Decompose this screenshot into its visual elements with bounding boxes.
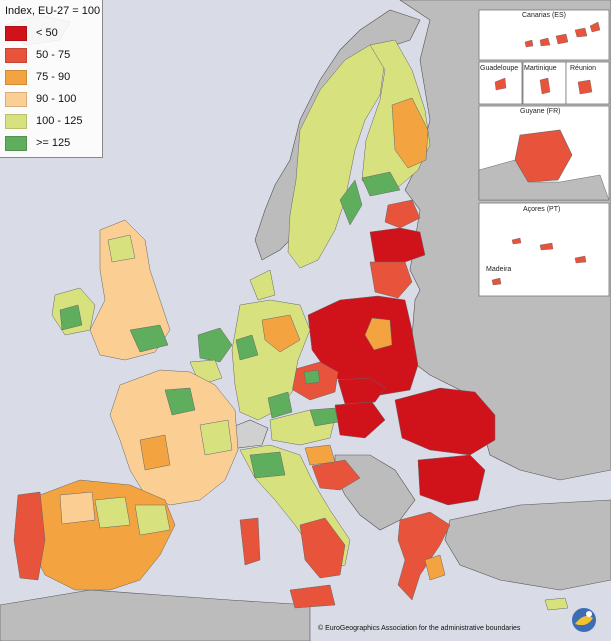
region-sicily xyxy=(289,584,336,609)
region-stockholm xyxy=(339,179,363,226)
inset-label-guadeloupe: Guadeloupe xyxy=(480,65,519,72)
region-helsinki xyxy=(361,171,401,197)
legend-row-90-100: 90 - 100 xyxy=(5,88,102,110)
region-greece xyxy=(397,511,451,601)
region-lombardia xyxy=(249,451,286,479)
region-rhone-alpes xyxy=(199,419,233,456)
region-hamburg xyxy=(235,334,259,361)
region-romania xyxy=(394,387,496,456)
region-warsaw xyxy=(364,317,393,351)
region-finland-east xyxy=(391,97,429,169)
legend: Index, EU-27 = 100 < 50 50 - 75 75 - 90 … xyxy=(0,0,103,158)
region-london xyxy=(129,324,169,353)
legend-label: 50 - 75 xyxy=(36,49,71,61)
region-madrid xyxy=(94,496,131,529)
inset-label-canarias: Canarias (ES) xyxy=(522,12,566,19)
region-germany-east xyxy=(261,314,301,353)
region-france xyxy=(109,369,239,506)
legend-row-75-90: 75 - 90 xyxy=(5,66,102,88)
region-sardinia xyxy=(239,517,261,566)
region-latvia xyxy=(369,227,426,263)
legend-swatch xyxy=(5,25,27,41)
legend-row-ge125: >= 125 xyxy=(5,132,102,154)
region-bulgaria xyxy=(417,454,486,506)
inset-label-madeira: Madeira xyxy=(486,266,512,273)
region-hungary xyxy=(334,401,386,439)
region-denmark xyxy=(249,269,276,301)
inset-label-martinique: Martinique xyxy=(524,65,557,72)
eu-regions xyxy=(13,39,569,611)
inset-frames xyxy=(478,9,610,297)
legend-title: Index, EU-27 = 100 xyxy=(5,5,101,17)
region-cyprus xyxy=(544,597,569,611)
region-italy-south xyxy=(299,517,346,579)
region-croatia xyxy=(311,459,361,491)
legend-swatch xyxy=(5,69,27,85)
legend-swatch xyxy=(5,113,27,129)
legend-swatch xyxy=(5,91,27,107)
legend-row-50-75: 50 - 75 xyxy=(5,44,102,66)
region-castilla-leon xyxy=(59,491,96,525)
region-sweden xyxy=(287,44,386,269)
legend-row-100-125: 100 - 125 xyxy=(5,110,102,132)
region-catalonia xyxy=(134,504,171,536)
inset-label-guyane: Guyane (FR) xyxy=(520,108,561,115)
inset-label-acores: Açores (PT) xyxy=(523,206,561,213)
legend-swatch xyxy=(5,135,27,151)
region-vienna xyxy=(309,407,339,427)
region-attica xyxy=(424,554,446,581)
region-aquitaine xyxy=(139,434,171,471)
legend-label: < 50 xyxy=(36,27,58,39)
region-dublin xyxy=(59,304,83,331)
region-estonia xyxy=(384,199,421,229)
region-lithuania xyxy=(369,261,413,299)
legend-label: >= 125 xyxy=(36,137,71,149)
region-netherlands xyxy=(197,327,233,363)
region-portugal xyxy=(13,491,46,581)
region-slovenia xyxy=(304,444,336,466)
region-prague xyxy=(303,369,321,385)
region-united-kingdom xyxy=(89,219,171,361)
legend-label: 90 - 100 xyxy=(36,93,77,105)
legend-label: 100 - 125 xyxy=(36,115,83,127)
legend-label: 75 - 90 xyxy=(36,71,71,83)
region-slovakia xyxy=(337,377,386,405)
region-ile-de-france xyxy=(164,387,196,416)
legend-swatch xyxy=(5,47,27,63)
inset-label-reunion: Réunion xyxy=(570,65,597,72)
region-scotland xyxy=(107,234,136,263)
legend-row-lt50: < 50 xyxy=(5,22,102,44)
copyright-notice: © EuroGeographics Association for the ad… xyxy=(318,625,521,632)
eurostat-logo-icon xyxy=(572,608,596,632)
region-bavaria xyxy=(267,391,293,419)
